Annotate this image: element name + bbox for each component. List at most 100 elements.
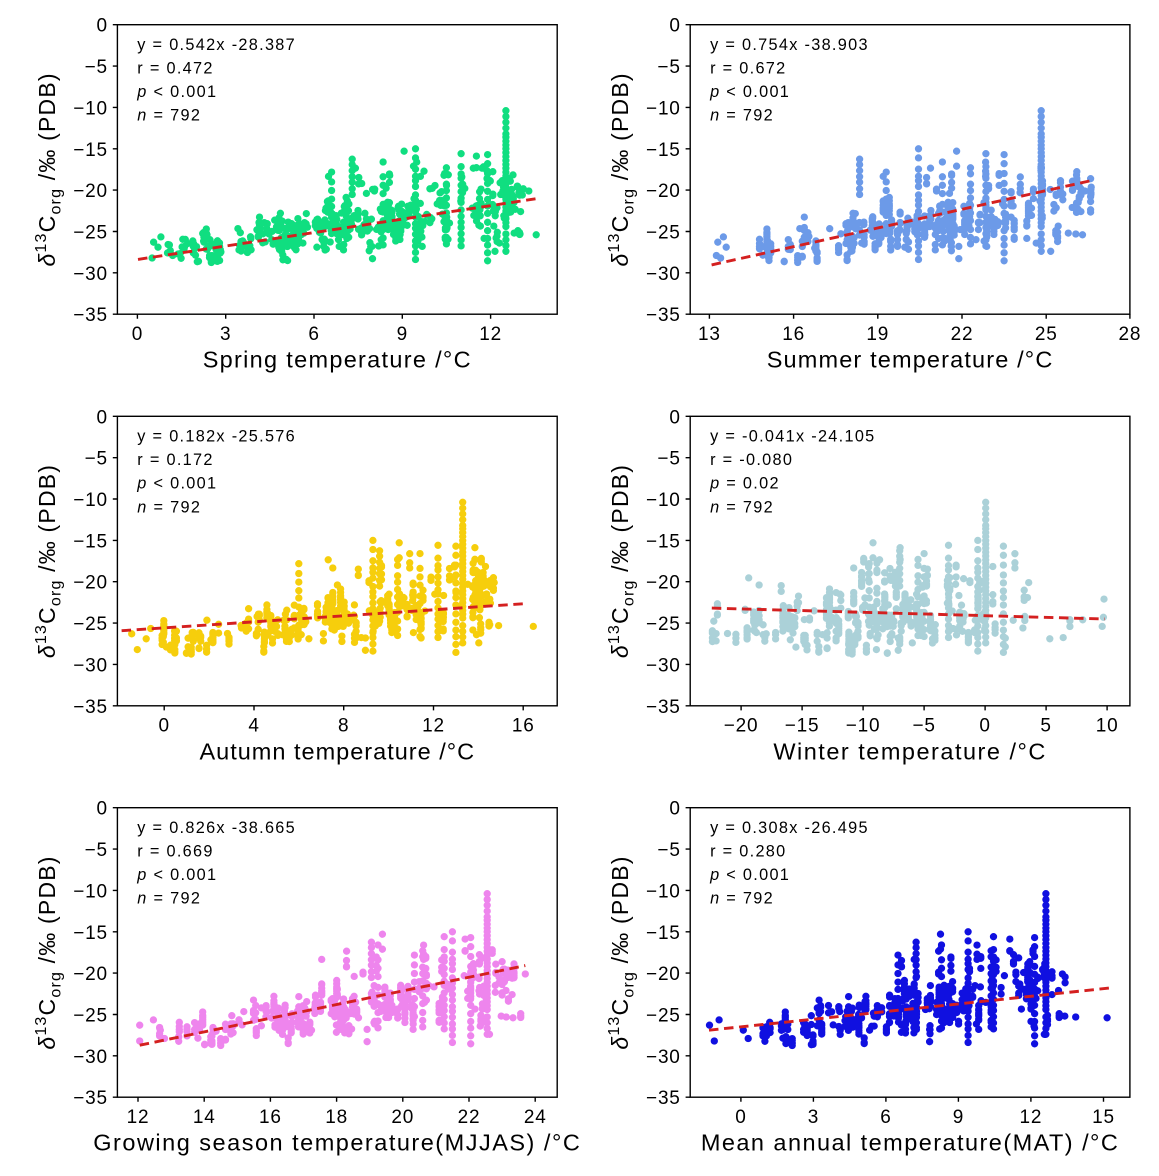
svg-text:p < 0.001: p < 0.001 xyxy=(709,866,790,884)
svg-text:−35: −35 xyxy=(73,305,108,326)
svg-text:−5: −5 xyxy=(912,715,935,736)
svg-text:15: 15 xyxy=(1092,1107,1115,1128)
svg-text:−25: −25 xyxy=(646,614,681,635)
svg-text:19: 19 xyxy=(866,324,889,345)
svg-text:r = 0.672: r = 0.672 xyxy=(710,60,786,78)
svg-text:Autumn temperature /°C: Autumn temperature /°C xyxy=(199,738,475,764)
svg-text:−15: −15 xyxy=(646,923,681,944)
svg-text:28: 28 xyxy=(1119,324,1142,345)
svg-text:12: 12 xyxy=(127,1107,150,1128)
svg-text:6: 6 xyxy=(308,324,319,345)
svg-text:8: 8 xyxy=(338,715,349,736)
svg-text:−25: −25 xyxy=(73,1006,108,1027)
svg-text:−15: −15 xyxy=(73,923,108,944)
svg-text:Growing season temperature(MJJ: Growing season temperature(MJJAS) /°C xyxy=(93,1130,581,1156)
svg-text:16: 16 xyxy=(512,715,535,736)
svg-text:−10: −10 xyxy=(646,98,681,119)
svg-text:13: 13 xyxy=(698,324,721,345)
svg-text:4: 4 xyxy=(248,715,259,736)
svg-text:−30: −30 xyxy=(646,655,681,676)
svg-text:16: 16 xyxy=(259,1107,282,1128)
svg-text:p = 0.02: p = 0.02 xyxy=(709,475,780,493)
svg-text:16: 16 xyxy=(782,324,805,345)
svg-text:p < 0.001: p < 0.001 xyxy=(136,83,217,101)
svg-text:0: 0 xyxy=(159,715,170,736)
svg-text:5: 5 xyxy=(1040,715,1051,736)
svg-text:r = -0.080: r = -0.080 xyxy=(710,451,793,469)
svg-text:0: 0 xyxy=(97,799,108,820)
svg-text:−35: −35 xyxy=(73,697,108,718)
svg-text:p < 0.001: p < 0.001 xyxy=(136,866,217,884)
svg-text:Spring temperature /°C: Spring temperature /°C xyxy=(203,347,472,373)
svg-text:−15: −15 xyxy=(646,531,681,552)
svg-text:−35: −35 xyxy=(646,1088,681,1109)
svg-text:0: 0 xyxy=(132,324,143,345)
svg-text:p < 0.001: p < 0.001 xyxy=(709,83,790,101)
svg-text:n = 792: n = 792 xyxy=(137,890,201,908)
svg-text:y = -0.041x -24.105: y = -0.041x -24.105 xyxy=(710,428,875,446)
svg-text:n = 792: n = 792 xyxy=(710,107,774,125)
svg-text:−20: −20 xyxy=(73,964,108,985)
svg-text:25: 25 xyxy=(1035,324,1058,345)
svg-text:y = 0.308x -26.495: y = 0.308x -26.495 xyxy=(710,819,869,837)
svg-text:−15: −15 xyxy=(646,140,681,161)
svg-text:r = 0.669: r = 0.669 xyxy=(137,843,213,861)
svg-text:−25: −25 xyxy=(646,1006,681,1027)
svg-text:r = 0.472: r = 0.472 xyxy=(137,60,213,78)
svg-text:−15: −15 xyxy=(73,531,108,552)
svg-text:−20: −20 xyxy=(646,181,681,202)
svg-text:δ13Corg /‰ (PDB): δ13Corg /‰ (PDB) xyxy=(33,464,64,658)
svg-text:Mean annual temperature(MAT) /: Mean annual temperature(MAT) /°C xyxy=(701,1130,1119,1156)
svg-text:22: 22 xyxy=(458,1107,481,1128)
svg-text:δ13Corg /‰ (PDB): δ13Corg /‰ (PDB) xyxy=(606,72,637,266)
svg-text:9: 9 xyxy=(397,324,408,345)
svg-text:−30: −30 xyxy=(646,1047,681,1068)
svg-text:−15: −15 xyxy=(785,715,820,736)
svg-text:−20: −20 xyxy=(646,573,681,594)
svg-text:0: 0 xyxy=(97,407,108,428)
svg-text:−20: −20 xyxy=(724,715,759,736)
svg-text:n = 792: n = 792 xyxy=(137,107,201,125)
svg-text:18: 18 xyxy=(325,1107,348,1128)
svg-text:y = 0.754x -38.903: y = 0.754x -38.903 xyxy=(710,36,869,54)
svg-text:−5: −5 xyxy=(85,57,108,78)
svg-text:−30: −30 xyxy=(73,655,108,676)
svg-text:−30: −30 xyxy=(646,264,681,285)
svg-text:12: 12 xyxy=(479,324,502,345)
svg-text:3: 3 xyxy=(808,1107,819,1128)
svg-text:−5: −5 xyxy=(657,840,680,861)
svg-text:r = 0.172: r = 0.172 xyxy=(137,451,213,469)
svg-text:0: 0 xyxy=(669,407,680,428)
svg-text:−10: −10 xyxy=(646,490,681,511)
svg-text:−20: −20 xyxy=(73,573,108,594)
svg-text:−30: −30 xyxy=(73,264,108,285)
svg-text:12: 12 xyxy=(1020,1107,1043,1128)
svg-text:−5: −5 xyxy=(85,449,108,470)
svg-text:−10: −10 xyxy=(73,98,108,119)
svg-text:24: 24 xyxy=(524,1107,547,1128)
svg-text:−5: −5 xyxy=(657,449,680,470)
svg-text:−30: −30 xyxy=(73,1047,108,1068)
svg-text:−20: −20 xyxy=(646,964,681,985)
svg-text:y = 0.182x -25.576: y = 0.182x -25.576 xyxy=(137,428,296,446)
svg-text:−35: −35 xyxy=(73,1088,108,1109)
svg-text:−5: −5 xyxy=(657,57,680,78)
svg-text:22: 22 xyxy=(951,324,974,345)
svg-text:δ13Corg /‰ (PDB): δ13Corg /‰ (PDB) xyxy=(33,72,64,266)
svg-text:0: 0 xyxy=(669,799,680,820)
svg-text:3: 3 xyxy=(220,324,231,345)
svg-text:−35: −35 xyxy=(646,305,681,326)
svg-text:10: 10 xyxy=(1096,715,1119,736)
svg-text:−10: −10 xyxy=(846,715,881,736)
svg-text:δ13Corg /‰ (PDB): δ13Corg /‰ (PDB) xyxy=(606,464,637,658)
svg-text:y = 0.826x -38.665: y = 0.826x -38.665 xyxy=(137,819,296,837)
svg-text:−25: −25 xyxy=(73,223,108,244)
svg-text:9: 9 xyxy=(953,1107,964,1128)
svg-text:Winter temperature /°C: Winter temperature /°C xyxy=(773,738,1047,764)
svg-text:−25: −25 xyxy=(73,614,108,635)
svg-text:14: 14 xyxy=(193,1107,216,1128)
svg-text:6: 6 xyxy=(880,1107,891,1128)
svg-text:−10: −10 xyxy=(646,881,681,902)
svg-text:20: 20 xyxy=(391,1107,414,1128)
svg-text:−10: −10 xyxy=(73,881,108,902)
